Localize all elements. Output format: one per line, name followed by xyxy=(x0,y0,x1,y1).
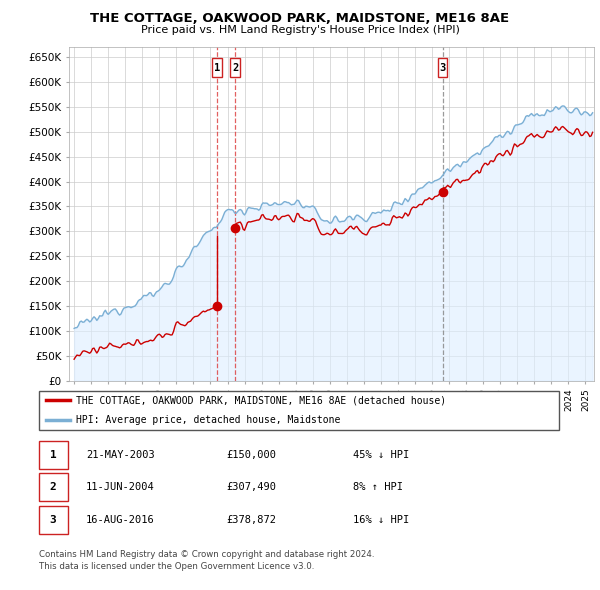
Text: 1: 1 xyxy=(50,450,56,460)
Text: 21-MAY-2003: 21-MAY-2003 xyxy=(86,450,155,460)
Text: 1: 1 xyxy=(214,63,220,73)
FancyBboxPatch shape xyxy=(438,58,448,77)
FancyBboxPatch shape xyxy=(38,506,68,534)
Text: This data is licensed under the Open Government Licence v3.0.: This data is licensed under the Open Gov… xyxy=(39,562,314,571)
Text: 45% ↓ HPI: 45% ↓ HPI xyxy=(353,450,409,460)
Text: 2: 2 xyxy=(232,63,238,73)
FancyBboxPatch shape xyxy=(38,391,559,430)
Text: £150,000: £150,000 xyxy=(226,450,276,460)
FancyBboxPatch shape xyxy=(230,58,240,77)
Text: 3: 3 xyxy=(50,515,56,525)
Text: 8% ↑ HPI: 8% ↑ HPI xyxy=(353,483,403,492)
Text: £307,490: £307,490 xyxy=(226,483,276,492)
Text: THE COTTAGE, OAKWOOD PARK, MAIDSTONE, ME16 8AE: THE COTTAGE, OAKWOOD PARK, MAIDSTONE, ME… xyxy=(91,12,509,25)
Text: 11-JUN-2004: 11-JUN-2004 xyxy=(86,483,155,492)
Text: 16-AUG-2016: 16-AUG-2016 xyxy=(86,515,155,525)
Text: 16% ↓ HPI: 16% ↓ HPI xyxy=(353,515,409,525)
Text: £378,872: £378,872 xyxy=(226,515,276,525)
FancyBboxPatch shape xyxy=(38,441,68,468)
Text: HPI: Average price, detached house, Maidstone: HPI: Average price, detached house, Maid… xyxy=(76,415,340,425)
FancyBboxPatch shape xyxy=(212,58,221,77)
Text: Price paid vs. HM Land Registry's House Price Index (HPI): Price paid vs. HM Land Registry's House … xyxy=(140,25,460,35)
Text: 3: 3 xyxy=(440,63,446,73)
Text: THE COTTAGE, OAKWOOD PARK, MAIDSTONE, ME16 8AE (detached house): THE COTTAGE, OAKWOOD PARK, MAIDSTONE, ME… xyxy=(76,395,446,405)
Text: Contains HM Land Registry data © Crown copyright and database right 2024.: Contains HM Land Registry data © Crown c… xyxy=(39,550,374,559)
FancyBboxPatch shape xyxy=(38,473,68,501)
Text: 2: 2 xyxy=(50,483,56,492)
